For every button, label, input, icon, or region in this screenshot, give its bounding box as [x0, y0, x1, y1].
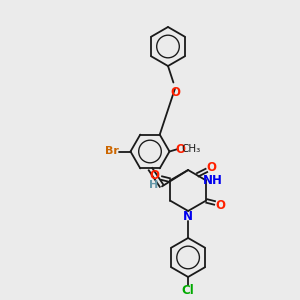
Text: NH: NH [202, 174, 222, 187]
Text: Br: Br [105, 146, 118, 156]
Text: O: O [175, 142, 185, 156]
Text: H: H [149, 180, 158, 190]
Text: O: O [206, 161, 216, 174]
Text: CH₃: CH₃ [182, 144, 201, 154]
Text: Cl: Cl [182, 284, 194, 297]
Text: O: O [170, 86, 180, 99]
Text: N: N [183, 210, 193, 223]
Text: O: O [215, 199, 225, 212]
Text: O: O [150, 169, 160, 182]
